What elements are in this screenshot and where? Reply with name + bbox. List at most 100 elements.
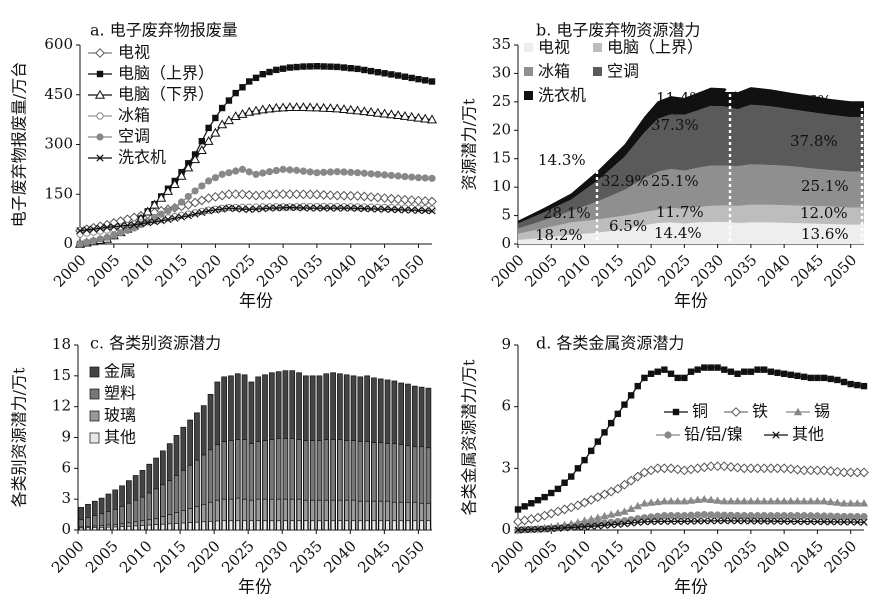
- data-point: [813, 497, 822, 505]
- data-point: [144, 219, 152, 227]
- data-point: [394, 206, 402, 214]
- data-point: [534, 496, 542, 504]
- marker-stroke: [374, 205, 382, 213]
- data-point: [592, 492, 603, 503]
- bar: [296, 520, 302, 531]
- data-point: [318, 102, 329, 112]
- bar: [208, 521, 213, 531]
- data-point: [687, 517, 695, 525]
- data-point: [176, 170, 187, 180]
- data-point: [733, 497, 742, 505]
- legend-swatch: [593, 43, 602, 52]
- data-point: [640, 518, 649, 526]
- data-point: [820, 374, 828, 382]
- marker-stroke: [727, 517, 735, 525]
- x-tick-label: 2025: [219, 251, 259, 291]
- data-point: [116, 222, 125, 230]
- x-tick-label: 2045: [355, 251, 395, 291]
- marker-stroke: [847, 518, 855, 526]
- legend-marker: [96, 70, 104, 78]
- data-point: [339, 190, 349, 201]
- bar: [412, 520, 418, 531]
- marker-stroke: [534, 525, 542, 533]
- legend-label: 洗衣机: [118, 148, 166, 167]
- x-axis-label: 年份: [239, 292, 273, 312]
- bar: [344, 520, 349, 531]
- x-tick-label: 2030: [688, 251, 728, 291]
- marker-stroke: [700, 517, 708, 525]
- y-axis-label: 各类别资源潜力/万t: [10, 367, 29, 507]
- data-point: [394, 172, 402, 180]
- x-tick-label: 2005: [521, 251, 561, 291]
- y-tick-label: 15: [52, 366, 71, 384]
- marker-stroke: [620, 520, 629, 528]
- data-point: [574, 522, 582, 530]
- data-point: [714, 511, 722, 519]
- legend-label: 冰箱: [538, 62, 570, 81]
- data-point: [238, 205, 247, 213]
- marker-stroke: [292, 204, 301, 212]
- marker-stroke: [767, 517, 775, 525]
- data-point: [780, 512, 788, 520]
- data-point: [753, 497, 762, 505]
- data-point: [672, 464, 683, 475]
- data-point: [580, 523, 589, 531]
- data-point: [740, 512, 748, 520]
- bar: [112, 526, 118, 531]
- data-point: [620, 507, 629, 515]
- data-point: [805, 465, 816, 476]
- area-3: [518, 104, 864, 229]
- bar: [174, 523, 179, 531]
- x-tick-label: 2045: [354, 537, 394, 577]
- data-point: [245, 168, 253, 176]
- marker-stroke: [89, 225, 98, 233]
- data-point: [627, 516, 635, 524]
- marker-stroke: [640, 518, 649, 526]
- data-point: [191, 210, 199, 218]
- data-point: [401, 172, 409, 181]
- bar: [378, 520, 383, 531]
- data-point: [164, 207, 172, 215]
- bar: [181, 522, 186, 531]
- data-point: [340, 168, 348, 176]
- data-point: [265, 168, 274, 176]
- y-tick-label: 9: [61, 428, 71, 446]
- marker-stroke: [353, 204, 362, 213]
- legend-label: 电脑（上界）: [607, 38, 703, 57]
- data-point: [198, 182, 206, 190]
- data-point: [621, 401, 628, 408]
- area-0: [518, 221, 864, 244]
- data-point: [225, 204, 233, 212]
- y-tick-label: 0: [501, 520, 511, 538]
- data-point: [747, 368, 755, 375]
- data-point: [313, 63, 321, 70]
- marker-stroke: [394, 206, 402, 214]
- data-point: [299, 167, 307, 175]
- marker-stroke: [840, 518, 848, 526]
- data-point: [230, 189, 241, 200]
- data-point: [681, 374, 688, 382]
- data-point: [800, 517, 808, 526]
- data-point: [237, 189, 248, 200]
- marker-stroke: [813, 518, 822, 526]
- marker-stroke: [191, 210, 199, 218]
- data-point: [814, 374, 821, 382]
- x-tick-label: 2050: [388, 251, 428, 291]
- marker-stroke: [299, 204, 308, 212]
- data-point: [96, 224, 104, 232]
- data-point: [257, 190, 268, 201]
- data-point: [89, 225, 98, 233]
- data-point: [278, 102, 289, 112]
- marker-stroke: [772, 431, 780, 439]
- y-tick-label: 6: [501, 397, 511, 415]
- data-point: [612, 483, 623, 494]
- data-point: [379, 108, 390, 118]
- x-axis-label: 年份: [674, 292, 708, 312]
- data-point: [833, 518, 842, 526]
- data-point: [606, 486, 617, 497]
- legend-label: 铁: [752, 402, 768, 421]
- data-point: [381, 70, 388, 77]
- data-point: [652, 463, 663, 474]
- x-tick-label: 2010: [118, 251, 158, 291]
- data-point: [210, 191, 221, 202]
